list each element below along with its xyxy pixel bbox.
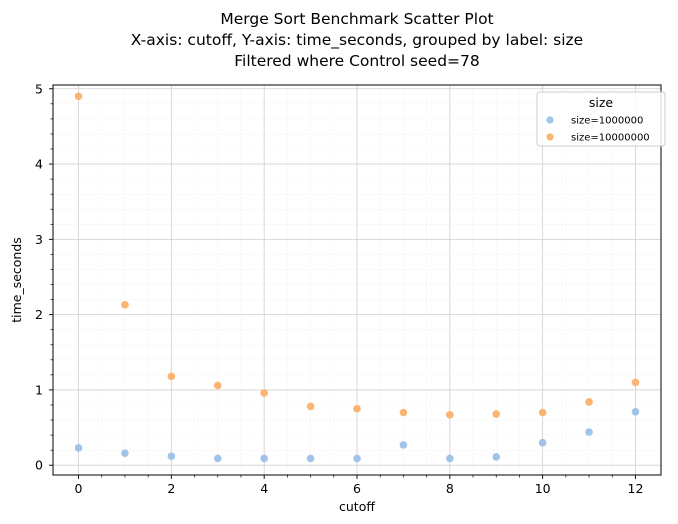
data-point-size-1000000 — [492, 453, 501, 461]
data-point-size-10000000 — [353, 404, 361, 413]
data-point-size-1000000 — [631, 407, 640, 416]
legend-title: size — [589, 95, 614, 110]
y-axis-label: time_seconds — [9, 237, 24, 323]
y-tick-label: 0 — [35, 458, 43, 473]
data-point-size-1000000 — [446, 454, 454, 463]
data-point-size-1000000 — [399, 441, 408, 449]
data-point-size-1000000 — [353, 454, 361, 463]
data-point-size-1000000 — [213, 454, 222, 463]
data-point-size-10000000 — [121, 301, 129, 309]
x-axis-label: cutoff — [339, 499, 375, 514]
chart-title-line-1: Merge Sort Benchmark Scatter Plot — [220, 10, 493, 28]
data-points — [74, 92, 640, 463]
data-point-size-10000000 — [74, 92, 83, 101]
chart-title-line-3: Filtered where Control seed=78 — [234, 52, 480, 70]
data-point-size-1000000 — [121, 449, 129, 457]
legend-label-size-1000000: size=1000000 — [571, 116, 643, 127]
y-tick-label: 2 — [35, 307, 43, 322]
x-tick-label: 12 — [628, 481, 644, 496]
x-tick-label: 10 — [535, 481, 551, 496]
data-point-size-1000000 — [585, 428, 593, 436]
x-tick-label: 6 — [353, 481, 361, 496]
data-point-size-10000000 — [585, 398, 593, 406]
data-point-size-1000000 — [306, 454, 315, 463]
y-tick-label: 5 — [35, 81, 43, 96]
data-point-size-10000000 — [399, 408, 408, 417]
data-point-size-10000000 — [306, 402, 315, 411]
data-point-size-10000000 — [260, 389, 268, 397]
data-point-size-1000000 — [538, 438, 547, 447]
legend-marker-size-1000000 — [546, 116, 554, 124]
x-tick-label: 2 — [167, 481, 175, 496]
chart-title: Merge Sort Benchmark Scatter Plot X-axis… — [131, 10, 583, 70]
chart-title-line-2: X-axis: cutoff, Y-axis: time_seconds, gr… — [131, 31, 583, 50]
data-point-size-10000000 — [167, 372, 176, 381]
legend: size size=1000000 size=10000000 — [536, 91, 666, 147]
data-point-size-1000000 — [74, 444, 83, 452]
legend-box — [536, 91, 666, 147]
data-point-size-10000000 — [213, 381, 222, 390]
x-tick-label: 4 — [260, 481, 268, 496]
x-tick-label: 8 — [446, 481, 454, 496]
x-tick-label: 0 — [75, 481, 83, 496]
data-point-size-10000000 — [492, 410, 501, 418]
y-tick-label: 4 — [35, 157, 43, 172]
data-point-size-1000000 — [167, 452, 176, 460]
data-point-size-10000000 — [538, 408, 547, 417]
major-grid — [53, 85, 661, 475]
y-tick-label: 1 — [35, 382, 43, 397]
legend-label-size-10000000: size=10000000 — [571, 133, 650, 144]
data-point-size-1000000 — [260, 454, 268, 463]
legend-marker-size-10000000 — [546, 133, 554, 141]
data-point-size-10000000 — [631, 378, 640, 387]
y-tick-label: 3 — [35, 232, 43, 247]
data-point-size-10000000 — [446, 410, 454, 419]
